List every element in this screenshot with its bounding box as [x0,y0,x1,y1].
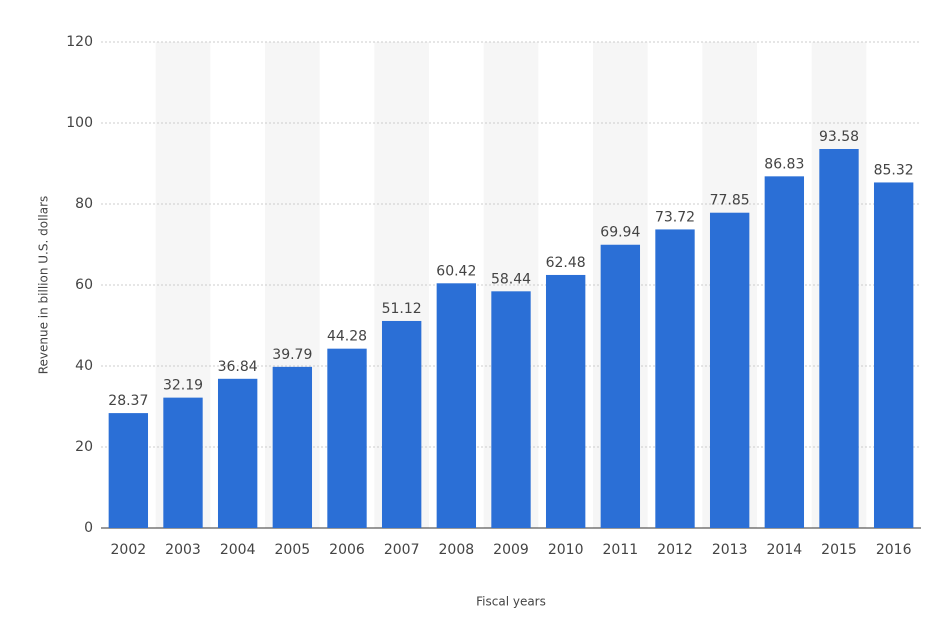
y-tick-label: 20 [75,439,93,455]
bar [655,229,695,528]
bar [600,244,641,529]
y-tick-label: 120 [66,34,93,50]
bar [163,397,203,528]
value-label: 93.58 [819,129,859,145]
bar [491,291,531,528]
x-tick-label: 2004 [220,542,256,558]
x-tick-label: 2008 [439,542,475,558]
value-label: 28.37 [108,393,148,409]
y-tick-label: 40 [75,358,93,374]
value-label: 85.32 [874,162,914,178]
bar [327,348,367,528]
x-tick-label: 2013 [712,542,748,558]
bar [709,212,750,528]
y-tick-label: 0 [84,520,93,536]
value-label: 51.12 [382,301,422,317]
bar [108,413,149,528]
x-tick-label: 2016 [876,542,912,558]
value-label: 86.83 [764,156,804,172]
x-tick-label: 2011 [603,542,639,558]
bar [873,182,914,529]
x-tick-label: 2014 [767,542,803,558]
bar [272,366,313,528]
y-tick-label: 60 [75,277,93,293]
value-label: 69.94 [600,225,640,241]
x-tick-label: 2003 [165,542,201,558]
bar [381,320,422,528]
bar [545,274,586,528]
x-tick-label: 2015 [821,542,857,558]
y-axis-label: Revenue in billion U.S. dollars [37,196,51,375]
value-label: 60.42 [436,263,476,279]
bar [764,176,805,528]
x-tick-label: 2006 [329,542,365,558]
y-tick-label: 100 [66,115,93,131]
x-tick-label: 2007 [384,542,420,558]
bar [436,283,477,528]
bar [819,149,859,528]
value-label: 58.44 [491,271,531,287]
value-label: 36.84 [218,359,258,375]
x-tick-label: 2012 [657,542,693,558]
value-label: 73.72 [655,209,695,225]
value-label: 62.48 [546,255,586,271]
value-label: 77.85 [710,193,750,209]
x-tick-label: 2009 [493,542,529,558]
x-axis-label: Fiscal years [476,595,546,609]
x-tick-label: 2002 [111,542,147,558]
bar [217,378,258,528]
x-tick-label: 2005 [275,542,311,558]
x-tick-label: 2010 [548,542,584,558]
y-tick-label: 80 [75,196,93,212]
value-label: 32.19 [163,378,203,394]
value-label: 44.28 [327,329,367,345]
value-label: 39.79 [272,347,312,363]
